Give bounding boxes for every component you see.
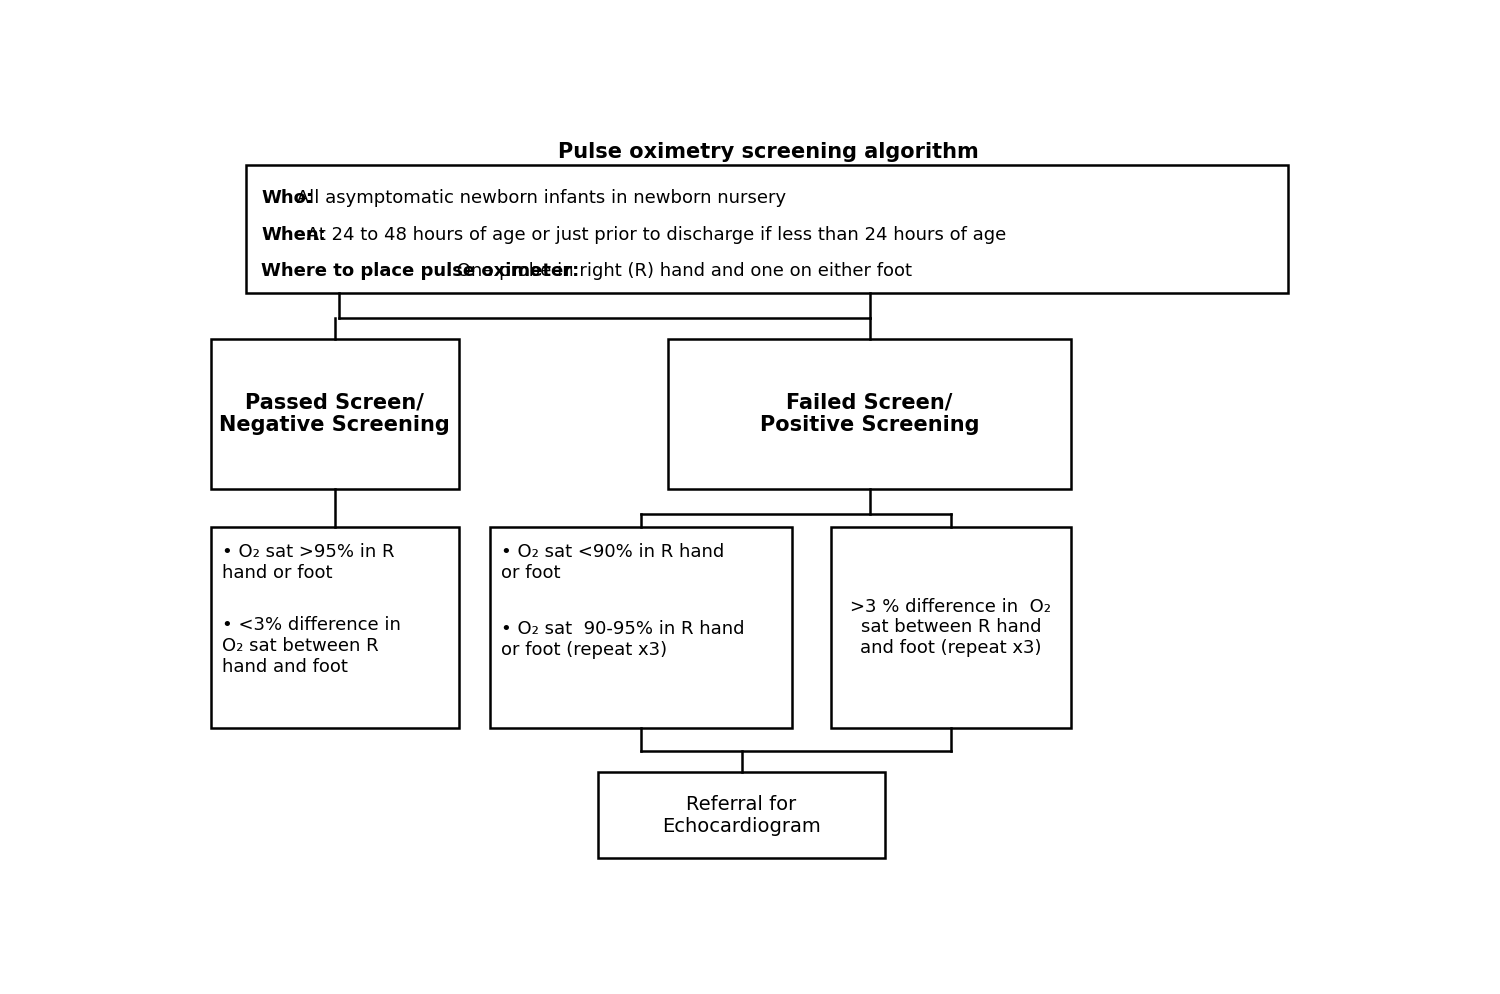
Text: Where to place pulse oximeter:: Where to place pulse oximeter: [261, 262, 579, 280]
Text: Failed Screen/
Positive Screening: Failed Screen/ Positive Screening [759, 393, 980, 435]
Bar [489, 528, 792, 728]
Bar [598, 772, 885, 859]
Bar [831, 528, 1071, 728]
Text: >3 % difference in  O₂
sat between R hand
and foot (repeat x3): >3 % difference in O₂ sat between R hand… [850, 597, 1052, 657]
Text: • O₂ sat >95% in R
hand or foot: • O₂ sat >95% in R hand or foot [222, 543, 394, 581]
Text: • O₂ sat  90-95% in R hand
or foot (repeat x3): • O₂ sat 90-95% in R hand or foot (repea… [501, 620, 746, 659]
Text: • O₂ sat <90% in R hand
or foot: • O₂ sat <90% in R hand or foot [501, 543, 724, 581]
Text: Passed Screen/
Negative Screening: Passed Screen/ Negative Screening [219, 393, 450, 435]
Text: Pulse oximetry screening algorithm: Pulse oximetry screening algorithm [558, 142, 980, 162]
Text: One probe in right (R) hand and one on either foot: One probe in right (R) hand and one on e… [452, 262, 912, 280]
Text: At 24 to 48 hours of age or just prior to discharge if less than 24 hours of age: At 24 to 48 hours of age or just prior t… [302, 226, 1006, 244]
Text: All asymptomatic newborn infants in newborn nursery: All asymptomatic newborn infants in newb… [291, 189, 786, 207]
Text: Who:: Who: [261, 189, 314, 207]
Bar [668, 339, 1071, 489]
Text: • <3% difference in
O₂ sat between R
hand and foot: • <3% difference in O₂ sat between R han… [222, 616, 402, 676]
Bar [210, 528, 459, 728]
Text: When:: When: [261, 226, 326, 244]
Bar [246, 165, 1288, 292]
Text: Referral for
Echocardiogram: Referral for Echocardiogram [663, 795, 820, 836]
Bar [210, 339, 459, 489]
